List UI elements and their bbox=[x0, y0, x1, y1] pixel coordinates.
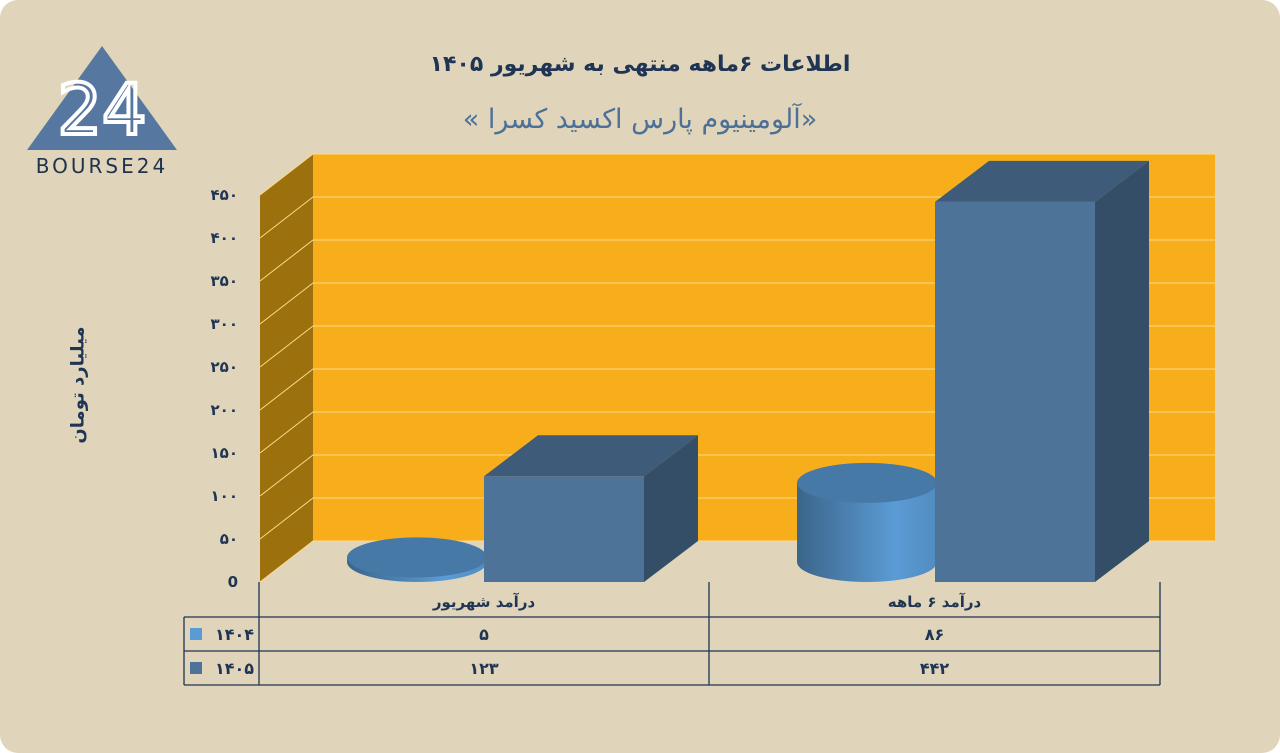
grid-line bbox=[259, 411, 1215, 454]
data-table-value: ۱۲۳ bbox=[469, 659, 499, 678]
data-table-value: ۵ bbox=[479, 625, 489, 644]
y-tick-labels: 0 ۵۰ ۱۰۰ ۱۵۰ ۲۰۰ ۲۵۰ ۳۰۰ ۳۵۰ ۴۰۰ ۴۵۰ bbox=[211, 186, 238, 591]
grid-line bbox=[259, 282, 1215, 325]
grid-line bbox=[259, 153, 1215, 196]
box-1405-front bbox=[484, 476, 644, 582]
legend-series-name: ۱۴۰۴ bbox=[215, 625, 254, 644]
legend-key bbox=[190, 628, 202, 640]
box-1405-front bbox=[935, 201, 1095, 582]
y-tick-label: ۳۵۰ bbox=[211, 272, 238, 290]
box-1405-side bbox=[1095, 160, 1149, 582]
chart-marks bbox=[347, 160, 1149, 582]
grid-line bbox=[259, 454, 1215, 497]
data-table: درآمد شهریور درآمد ۶ ماهه ۱۴۰۴ ۵ ۸۶ ۱۴۰۵ ۱۲۳ ۴۴… bbox=[183, 582, 1161, 686]
category-label: درآمد ۶ ماهه bbox=[888, 593, 982, 611]
cylinder-1404-body bbox=[797, 482, 937, 582]
bourse24-logo: 24 bbox=[22, 44, 182, 184]
y-tick-label: ۲۰۰ bbox=[211, 401, 238, 419]
y-tick-label: ۳۰۰ bbox=[211, 315, 238, 333]
legend-key bbox=[190, 662, 202, 674]
grid-line bbox=[259, 368, 1215, 411]
box-1405-top bbox=[484, 435, 698, 477]
y-tick-label: ۴۰۰ bbox=[211, 229, 238, 247]
grid-line bbox=[259, 239, 1215, 282]
category-label: درآمد شهریور bbox=[432, 593, 536, 611]
cylinder-1404-top bbox=[347, 537, 487, 578]
grid-line bbox=[259, 325, 1215, 368]
y-tick-label: ۵۰ bbox=[220, 530, 238, 548]
y-tick-label: 0 bbox=[228, 573, 238, 591]
chart-title: اطلاعات ۶ماهه منتهی به شهریور ۱۴۰۵ bbox=[429, 52, 851, 77]
data-table-value: ۸۶ bbox=[925, 625, 945, 644]
y-tick-label: ۲۵۰ bbox=[211, 358, 238, 376]
chart-subtitle: «آلومینیوم پارس اکسید کسرا » bbox=[462, 104, 818, 135]
side-wall bbox=[260, 154, 313, 582]
y-tick-label: ۴۵۰ bbox=[211, 186, 238, 204]
box-1405-top bbox=[935, 160, 1149, 202]
cylinder-1404-top bbox=[797, 462, 937, 503]
grid-line bbox=[259, 196, 1215, 239]
logo-mark-text: 24 bbox=[57, 69, 146, 151]
box-1405-side bbox=[644, 435, 698, 582]
logo-text: BOURSE24 bbox=[35, 154, 169, 178]
legend-series-name: ۱۴۰۵ bbox=[215, 659, 254, 678]
y-tick-label: ۱۰۰ bbox=[211, 487, 238, 505]
data-table-value: ۴۴۲ bbox=[920, 659, 950, 678]
y-tick-label: ۱۵۰ bbox=[211, 444, 238, 462]
